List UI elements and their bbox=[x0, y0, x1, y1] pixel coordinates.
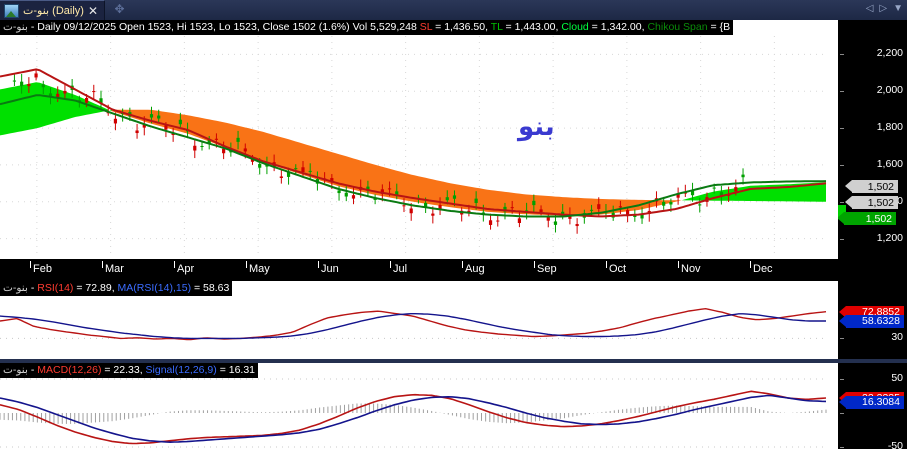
macd-header: بنو-ت - MACD(12,26) = 22.33, Signal(12,2… bbox=[0, 363, 259, 378]
rsi-tick-mark bbox=[840, 338, 844, 340]
date-separator bbox=[750, 261, 751, 268]
rsi-ma-label: MA(RSI(14),15) bbox=[117, 282, 192, 294]
price-tick: 1,800 bbox=[876, 121, 903, 134]
date-separator bbox=[606, 261, 607, 268]
next-arrow-icon[interactable]: ▷ bbox=[879, 3, 888, 14]
macd-tick-mark bbox=[840, 379, 844, 380]
pane-divider bbox=[0, 359, 907, 363]
close-icon[interactable]: ✕ bbox=[87, 3, 98, 18]
price-flag: 1,502 bbox=[845, 180, 898, 193]
window-nav-controls: ◁ ▷ ▼ bbox=[866, 2, 903, 16]
macd-y-axis[interactable]: 50-5022.333516.3084 bbox=[838, 363, 907, 449]
rsi-header-symbol: بنو-ت bbox=[3, 282, 28, 294]
macd-pane[interactable]: بنو-ت - MACD(12,26) = 22.33, Signal(12,2… bbox=[0, 363, 838, 449]
chart-stage: بنو بنو-ت - Daily 09/12/2025 Open 1523, … bbox=[0, 20, 907, 449]
tab-daily-chart[interactable]: بنو-ت (Daily) ✕ bbox=[0, 0, 105, 20]
rsi-ma-value: 58.63 bbox=[203, 282, 230, 294]
date-separator bbox=[318, 261, 319, 268]
macd-tick: 50 bbox=[891, 372, 903, 384]
macd-tick-mark bbox=[840, 447, 844, 448]
add-tab-icon[interactable]: ✥ bbox=[114, 2, 125, 16]
macd-zero-tick-mark bbox=[840, 413, 844, 414]
date-tick: Dec bbox=[753, 263, 773, 275]
price-header-symbol: بنو-ت bbox=[3, 21, 28, 33]
prev-arrow-icon[interactable]: ◁ bbox=[865, 3, 874, 14]
cloud-label: Cloud bbox=[561, 21, 589, 33]
date-tick: Mar bbox=[105, 263, 124, 275]
date-tick: Aug bbox=[465, 263, 485, 275]
macd-label: MACD(12,26) bbox=[37, 364, 102, 376]
price-level-marker bbox=[838, 205, 846, 217]
date-separator bbox=[462, 261, 463, 268]
chevron-down-icon[interactable]: ▼ bbox=[893, 3, 903, 14]
date-tick: Nov bbox=[681, 263, 701, 275]
rsi-label: RSI(14) bbox=[37, 282, 74, 294]
price-chart-header: بنو-ت - Daily 09/12/2025 Open 1523, Hi 1… bbox=[0, 20, 734, 35]
date-separator bbox=[678, 261, 679, 268]
price-y-axis[interactable]: 2,2002,0001,8001,6001,4001,2001,5021,502… bbox=[838, 20, 907, 259]
date-separator bbox=[390, 261, 391, 268]
price-tick: 1,200 bbox=[876, 231, 903, 244]
tab-bar: بنو-ت (Daily) ✕ ✥ ◁ ▷ ▼ bbox=[0, 0, 907, 20]
date-separator bbox=[174, 261, 175, 268]
date-separator bbox=[102, 261, 103, 268]
date-separator bbox=[30, 261, 31, 268]
price-tick-mark bbox=[840, 201, 844, 203]
price-tick-mark bbox=[840, 54, 844, 56]
price-tick-mark bbox=[840, 164, 844, 166]
macd-tick: -50 bbox=[887, 440, 903, 449]
date-separator bbox=[246, 261, 247, 268]
date-tick: Sep bbox=[537, 263, 557, 275]
date-separator bbox=[534, 261, 535, 268]
rsi-value: 72.89 bbox=[85, 282, 112, 294]
rsi-canvas[interactable] bbox=[0, 281, 838, 359]
macd-signal-label: Signal(12,26,9) bbox=[145, 364, 217, 376]
date-tick: Apr bbox=[177, 263, 195, 275]
macd-flag: 16.3084 bbox=[839, 395, 904, 409]
date-tick: Feb bbox=[33, 263, 52, 275]
date-tick: May bbox=[249, 263, 270, 275]
price-tick: 2,200 bbox=[876, 47, 903, 60]
rsi-flag: 58.6328 bbox=[839, 314, 904, 328]
price-flag: 1,502 bbox=[838, 212, 896, 225]
date-x-axis[interactable]: Feb Mar Apr May Jun Jul Aug Sep Oct Nov Dec bbox=[0, 259, 838, 281]
rsi-pane[interactable]: بنو-ت - RSI(14) = 72.89, MA(RSI(14),15) … bbox=[0, 281, 838, 359]
price-tick: 2,000 bbox=[876, 84, 903, 97]
date-tick: Jul bbox=[393, 263, 408, 275]
macd-header-symbol: بنو-ت bbox=[3, 364, 28, 376]
date-axis-corner bbox=[838, 259, 907, 281]
price-flag: 1,502 bbox=[845, 196, 898, 209]
price-tick: 1,600 bbox=[876, 157, 903, 170]
chart-icon bbox=[4, 3, 19, 18]
date-tick: Jun bbox=[321, 263, 339, 275]
price-header-date: 09/12/2025 bbox=[63, 21, 117, 33]
date-tick: Oct bbox=[609, 263, 627, 275]
tab-label: بنو-ت (Daily) bbox=[23, 5, 84, 17]
chikou-label: Chikou Span bbox=[647, 21, 708, 33]
rsi-y-axis[interactable]: 30 72.8852 58.6328 bbox=[838, 281, 907, 359]
price-tick-mark bbox=[840, 91, 844, 93]
rsi-tick: 30 bbox=[891, 331, 903, 344]
price-tick-mark bbox=[840, 238, 844, 240]
macd-value: 22.33 bbox=[113, 364, 140, 376]
sl-label: SL bbox=[419, 21, 433, 33]
price-tick-mark bbox=[840, 128, 844, 130]
chart-watermark: بنو bbox=[518, 112, 555, 142]
price-chart-pane[interactable]: بنو بنو-ت - Daily 09/12/2025 Open 1523, … bbox=[0, 20, 838, 259]
tl-label: TL bbox=[490, 21, 503, 33]
macd-signal-value: 16.31 bbox=[228, 364, 256, 376]
price-chart-canvas[interactable] bbox=[0, 20, 838, 259]
rsi-header: بنو-ت - RSI(14) = 72.89, MA(RSI(14),15) … bbox=[0, 281, 233, 296]
macd-canvas[interactable] bbox=[0, 363, 838, 449]
